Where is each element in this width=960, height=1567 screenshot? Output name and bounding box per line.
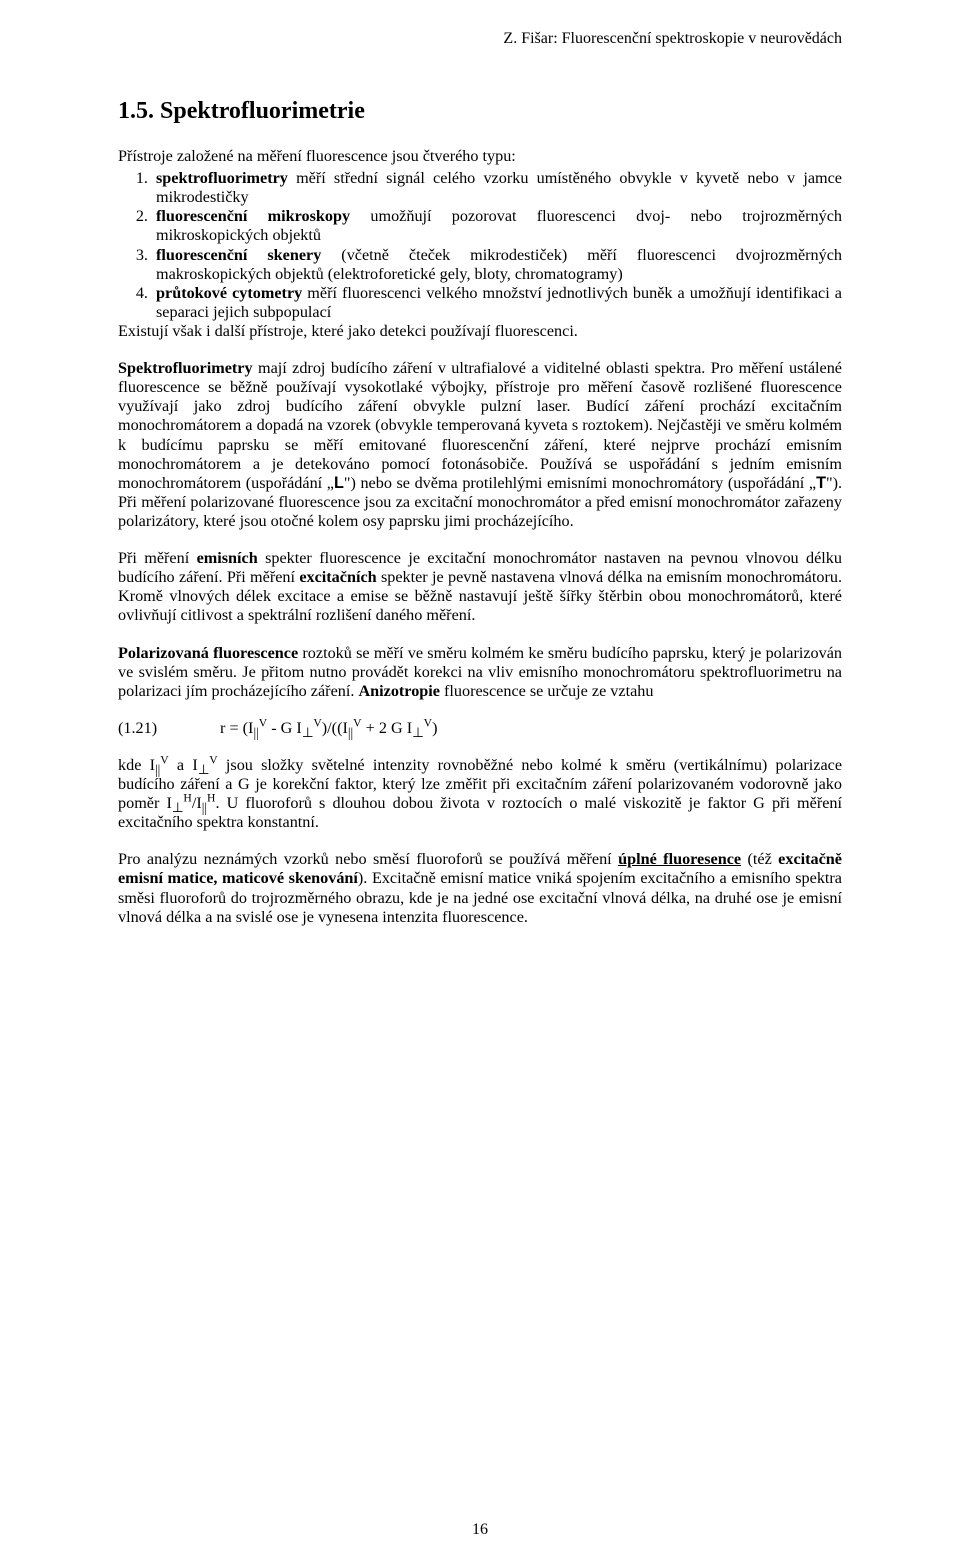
paragraph-polarized-fluorescence: Polarizovaná fluorescence roztoků se měř… xyxy=(118,644,842,701)
superscript-H: H xyxy=(183,792,191,805)
paragraph-eem: Pro analýzu neznámých vzorků nebo směsí … xyxy=(118,850,842,926)
subscript-perp: ⊥ xyxy=(412,725,424,740)
sans-letter-L: L xyxy=(334,474,344,492)
text-run: Při měření xyxy=(118,549,197,567)
paragraph-emission-excitation: Při měření emisních spekter fluorescence… xyxy=(118,549,842,625)
superscript-V: V xyxy=(313,716,321,729)
list-term: fluorescenční mikroskopy xyxy=(156,207,350,225)
equation-body: r = (I||V - G I⊥V)/((I||V + 2 G I⊥V) xyxy=(220,719,437,737)
list-item: fluorescenční mikroskopy umožňují pozoro… xyxy=(152,207,842,245)
bold-term: Spektrofluorimetry xyxy=(118,359,253,377)
eq-text: ) xyxy=(432,719,437,737)
bold-underline-term: úplné fluoresence xyxy=(618,850,741,868)
paragraph-symbol-definitions: kde I||V a I⊥V jsou složky světelné inte… xyxy=(118,756,842,832)
eq-text: r = (I xyxy=(220,719,253,737)
superscript-V: V xyxy=(160,753,168,766)
eq-text: - G I xyxy=(267,719,302,737)
section-title: 1.5. Spektrofluorimetrie xyxy=(118,98,842,125)
bold-term: Anizotropie xyxy=(358,682,440,700)
bold-term: emisních xyxy=(197,549,258,567)
text-run: ") nebo se dvěma protilehlými emisními m… xyxy=(344,474,816,492)
list-term: fluorescenční skenery xyxy=(156,246,321,264)
after-list-sentence: Existují však i další přístroje, které j… xyxy=(118,322,842,341)
sans-letter-T: T xyxy=(816,474,826,492)
superscript-V: V xyxy=(259,716,267,729)
equation-anisotropy: (1.21) r = (I||V - G I⊥V)/((I||V + 2 G I… xyxy=(118,719,842,738)
list-item: spektrofluorimetry měří střední signál c… xyxy=(152,169,842,207)
list-term: spektrofluorimetry xyxy=(156,169,288,187)
superscript-V: V xyxy=(353,716,361,729)
page-number: 16 xyxy=(0,1521,960,1539)
running-header: Z. Fišar: Fluorescenční spektroskopie v … xyxy=(118,30,842,48)
text-run: a I xyxy=(169,756,198,774)
superscript-V: V xyxy=(209,753,217,766)
text-run: . U fluoroforů s dlouhou dobou života v … xyxy=(118,794,842,831)
paragraph-spectrofluorimeters: Spektrofluorimetry mají zdroj budícího z… xyxy=(118,359,842,531)
eq-text: )/((I xyxy=(322,719,348,737)
bold-term: excitačních xyxy=(299,568,376,586)
eq-text: + 2 G I xyxy=(362,719,413,737)
text-run: (též xyxy=(741,850,778,868)
text-run: kde I xyxy=(118,756,155,774)
text-run: /I xyxy=(192,794,202,812)
subscript-perp: ⊥ xyxy=(302,725,314,740)
list-intro: Přístroje založené na měření fluorescenc… xyxy=(118,147,842,166)
list-term: průtokové cytometry xyxy=(156,284,302,302)
text-run: mají zdroj budícího záření v ultrafialov… xyxy=(118,359,842,492)
page: Z. Fišar: Fluorescenční spektroskopie v … xyxy=(0,0,960,1567)
text-run: fluorescence se určuje ze vztahu xyxy=(440,682,653,700)
bold-term: Polarizovaná fluorescence xyxy=(118,644,298,662)
text-run: Pro analýzu neznámých vzorků nebo směsí … xyxy=(118,850,618,868)
superscript-V: V xyxy=(424,716,432,729)
equation-number: (1.21) xyxy=(118,719,216,738)
instrument-types-list: spektrofluorimetry měří střední signál c… xyxy=(118,169,842,322)
list-item: průtokové cytometry měří fluorescenci ve… xyxy=(152,284,842,322)
list-item: fluorescenční skenery (včetně čteček mik… xyxy=(152,246,842,284)
